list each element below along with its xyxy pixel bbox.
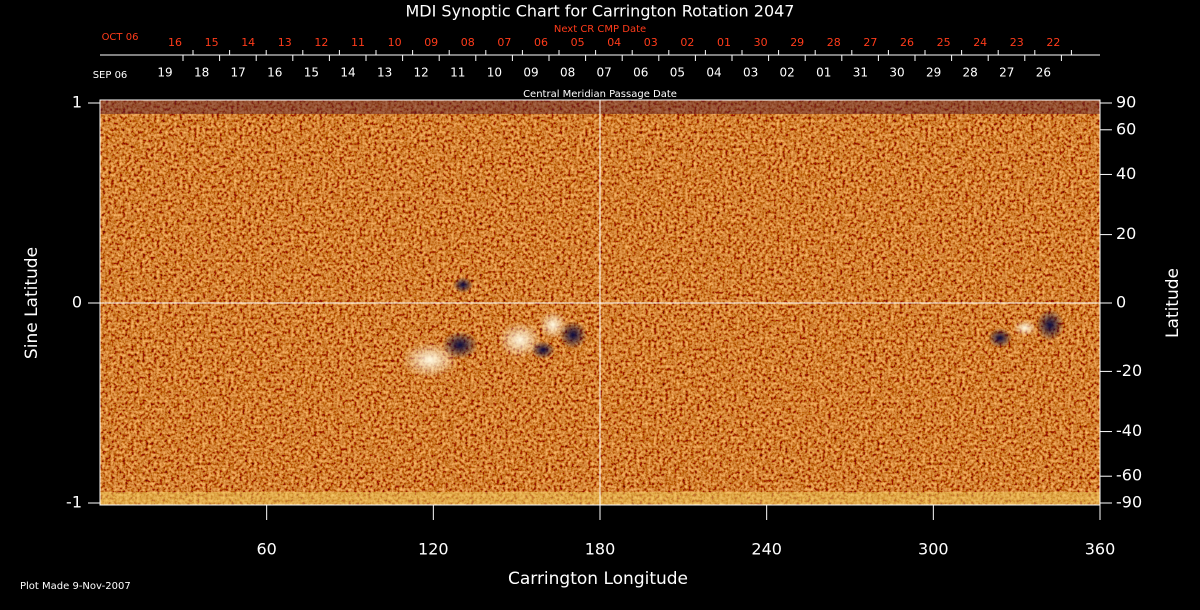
date-label: 04 <box>706 66 721 80</box>
x-axis-label: Carrington Longitude <box>508 569 688 589</box>
date-label: 15 <box>304 66 319 80</box>
date-label: 04 <box>607 36 621 49</box>
date-label: 30 <box>754 36 768 49</box>
date-label: 12 <box>414 66 429 80</box>
date-label: 08 <box>560 66 575 80</box>
x-tick-label: 240 <box>751 540 782 559</box>
date-label: 26 <box>900 36 914 49</box>
x-tick-label: 300 <box>918 540 949 559</box>
date-label: 27 <box>863 36 877 49</box>
y2-tick-label: 60 <box>1116 119 1136 138</box>
y-axis-label: Sine Latitude <box>22 247 42 359</box>
footer: Plot Made 9-Nov-2007 <box>20 581 131 592</box>
y-tick-label: 1 <box>72 93 82 112</box>
y2-tick-label: 0 <box>1116 293 1126 312</box>
date-row-title: Central Meridian Passage Date <box>523 89 677 100</box>
date-label: 10 <box>388 36 402 49</box>
date-label: 19 <box>157 66 172 80</box>
y-tick-label: 0 <box>72 293 82 312</box>
y2-tick-label: 90 <box>1116 93 1136 112</box>
date-label: 15 <box>205 36 219 49</box>
date-label: 27 <box>999 66 1014 80</box>
date-label: 23 <box>1010 36 1024 49</box>
date-row-start: SEP 06 <box>93 70 128 81</box>
y2-tick-label: -20 <box>1116 361 1142 380</box>
date-label: 29 <box>926 66 941 80</box>
date-row-start: OCT 06 <box>102 32 139 43</box>
date-label: 16 <box>168 36 182 49</box>
x-tick-label: 180 <box>585 540 616 559</box>
y2-tick-label: 40 <box>1116 164 1136 183</box>
date-label: 10 <box>487 66 502 80</box>
date-label: 12 <box>314 36 328 49</box>
date-label: 28 <box>827 36 841 49</box>
date-label: 07 <box>597 66 612 80</box>
date-label: 01 <box>816 66 831 80</box>
date-label: 03 <box>644 36 658 49</box>
date-label: 08 <box>461 36 475 49</box>
y2-tick-label: 20 <box>1116 224 1136 243</box>
date-label: 24 <box>973 36 987 49</box>
date-label: 11 <box>351 36 365 49</box>
date-label: 16 <box>267 66 282 80</box>
y2-tick-label: -40 <box>1116 421 1142 440</box>
chart-title: MDI Synoptic Chart for Carrington Rotati… <box>406 2 795 21</box>
date-label: 30 <box>889 66 904 80</box>
date-label: 31 <box>853 66 868 80</box>
date-label: 18 <box>194 66 209 80</box>
date-label: 25 <box>937 36 951 49</box>
y2-tick-label: -90 <box>1116 493 1142 512</box>
y2-tick-label: -60 <box>1116 466 1142 485</box>
date-label: 07 <box>497 36 511 49</box>
x-tick-label: 60 <box>256 540 276 559</box>
date-label: 11 <box>450 66 465 80</box>
date-label: 28 <box>963 66 978 80</box>
date-row-title: Next CR CMP Date <box>554 24 646 35</box>
date-label: 09 <box>523 66 538 80</box>
date-label: 05 <box>670 66 685 80</box>
y-tick-label: -1 <box>66 493 82 512</box>
date-label: 05 <box>571 36 585 49</box>
y2-axis-label: Latitude <box>1163 268 1183 338</box>
date-label: 17 <box>231 66 246 80</box>
date-label: 06 <box>534 36 548 49</box>
date-label: 14 <box>340 66 355 80</box>
date-label: 06 <box>633 66 648 80</box>
date-label: 14 <box>241 36 255 49</box>
date-label: 22 <box>1046 36 1060 49</box>
date-label: 02 <box>680 36 694 49</box>
x-tick-label: 360 <box>1085 540 1116 559</box>
date-label: 13 <box>278 36 292 49</box>
date-label: 03 <box>743 66 758 80</box>
date-label: 13 <box>377 66 392 80</box>
date-label: 01 <box>717 36 731 49</box>
x-tick-label: 120 <box>418 540 449 559</box>
date-label: 29 <box>790 36 804 49</box>
date-label: 02 <box>780 66 795 80</box>
date-label: 09 <box>424 36 438 49</box>
date-label: 26 <box>1036 66 1051 80</box>
